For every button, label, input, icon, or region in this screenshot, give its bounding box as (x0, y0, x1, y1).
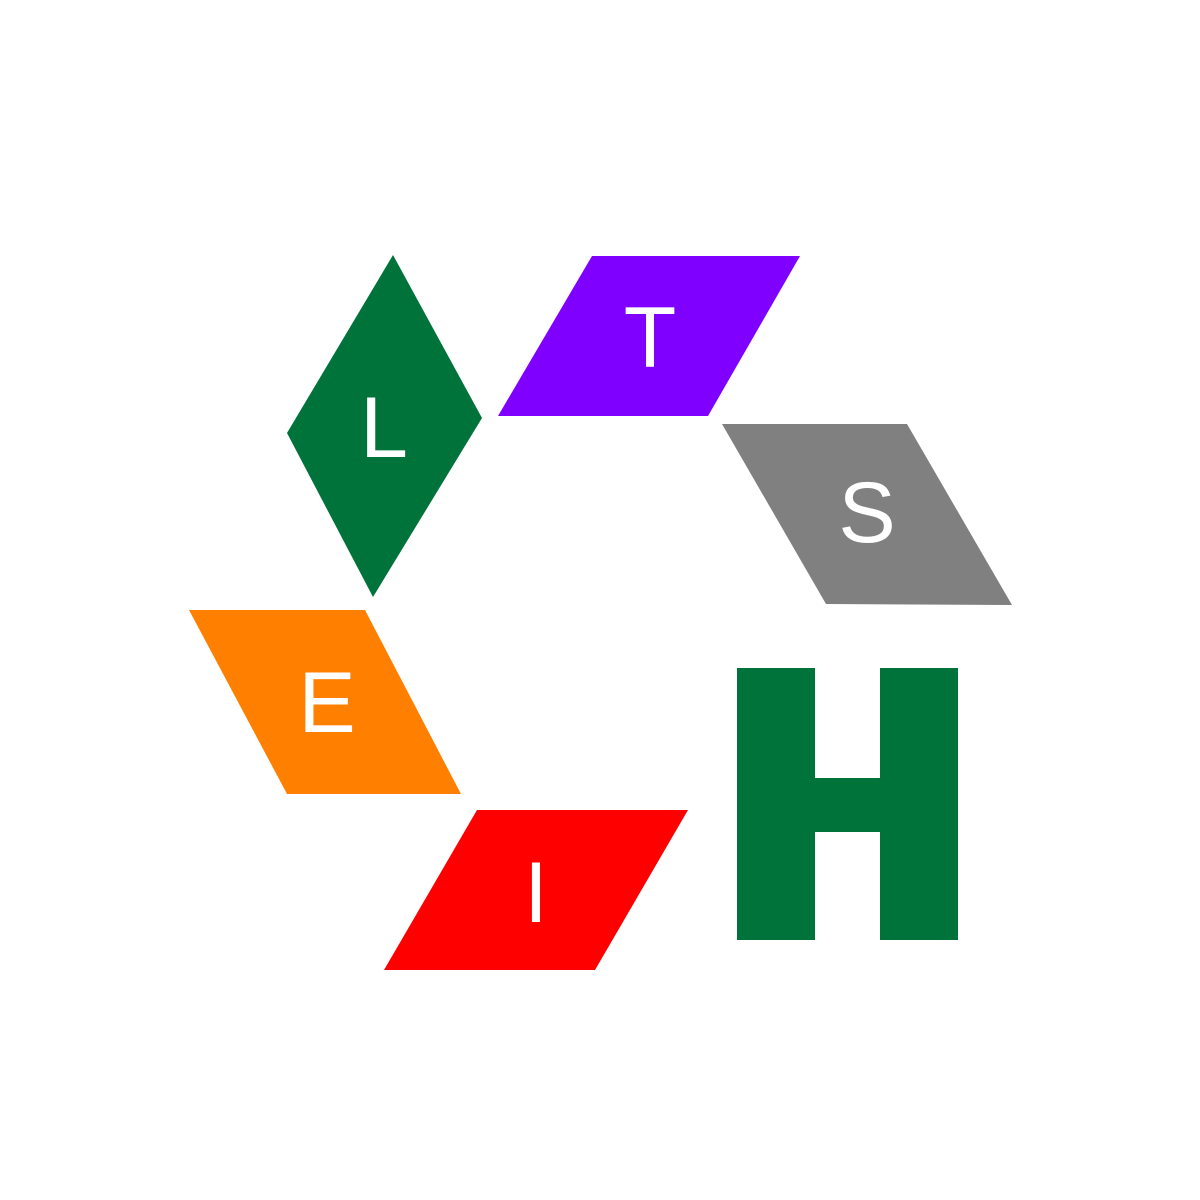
tile-l-shape (287, 255, 482, 597)
tile-t-shape (498, 256, 800, 416)
tile-i: I (384, 810, 688, 970)
tile-l-letter: L (360, 380, 408, 476)
tile-e-letter: E (298, 655, 355, 751)
tile-s-letter: S (838, 465, 895, 561)
tile-e-shape (189, 610, 461, 794)
big-letter-h-shape (737, 668, 958, 940)
tile-l: L (287, 255, 482, 597)
tile-t-letter: T (624, 290, 677, 386)
tile-t: T (498, 256, 800, 416)
tile-i-shape (384, 810, 688, 970)
tile-i-letter: I (524, 845, 548, 941)
tile-s-shape (722, 424, 1012, 605)
tile-s: S (722, 424, 1012, 605)
big-letter-h (737, 668, 958, 940)
tile-e: E (189, 610, 461, 794)
